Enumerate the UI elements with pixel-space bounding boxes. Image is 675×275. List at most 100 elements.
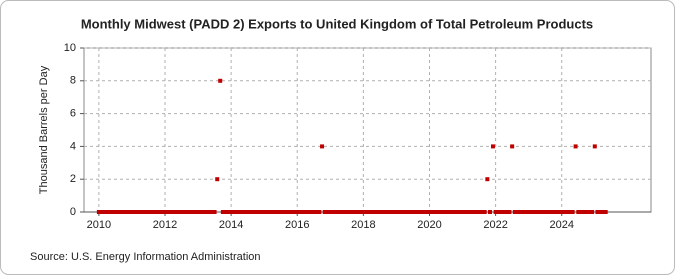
x-tick-label: 2022 (483, 219, 507, 231)
point (306, 210, 311, 214)
point (438, 210, 443, 214)
point (107, 210, 112, 214)
x-tick-label: 2016 (285, 219, 309, 231)
point (328, 210, 333, 214)
point (135, 210, 140, 214)
point (402, 210, 407, 214)
point (350, 210, 355, 214)
point (240, 210, 245, 214)
point (270, 210, 275, 214)
point (570, 210, 575, 214)
point (140, 210, 145, 214)
point (405, 210, 410, 214)
point (518, 210, 523, 214)
point (375, 210, 380, 214)
point (187, 210, 192, 214)
point (127, 210, 132, 214)
point (496, 210, 501, 214)
point (353, 210, 358, 214)
point (466, 210, 471, 214)
point (595, 210, 600, 214)
point (138, 210, 143, 214)
y-tick-label: 2 (70, 173, 76, 185)
point (286, 210, 291, 214)
point (311, 210, 316, 214)
point (441, 210, 446, 214)
point (515, 210, 520, 214)
chart-title: Monthly Midwest (PADD 2) Exports to Unit… (81, 16, 593, 31)
point (154, 210, 159, 214)
point (526, 210, 531, 214)
point (419, 210, 424, 214)
point (322, 210, 327, 214)
point (512, 210, 517, 214)
point (388, 210, 393, 214)
point (171, 210, 176, 214)
point (598, 210, 603, 214)
point (160, 210, 165, 214)
point (129, 210, 134, 214)
point (413, 210, 418, 214)
point (102, 210, 107, 214)
point (245, 210, 250, 214)
point (377, 210, 382, 214)
point (521, 210, 526, 214)
x-tick-label: 2010 (87, 219, 111, 231)
point (416, 210, 421, 214)
point (383, 210, 388, 214)
point (454, 210, 459, 214)
point (543, 210, 548, 214)
point (537, 210, 542, 214)
point (124, 210, 129, 214)
point (471, 210, 476, 214)
point (554, 210, 559, 214)
point (449, 210, 454, 214)
point (510, 144, 515, 149)
point (292, 210, 297, 214)
point (132, 210, 137, 214)
point (400, 210, 405, 214)
point (333, 210, 338, 214)
point (278, 210, 283, 214)
point (386, 210, 391, 214)
point (584, 210, 589, 214)
point (96, 210, 101, 214)
point (435, 210, 440, 214)
point (251, 210, 256, 214)
point (603, 210, 608, 214)
point (237, 210, 242, 214)
point (444, 210, 449, 214)
point (501, 210, 506, 214)
y-axis-label: Thousand Barrels per Day (38, 65, 50, 194)
point (534, 210, 539, 214)
point (590, 210, 595, 214)
point (193, 210, 198, 214)
plot-area (83, 47, 652, 213)
point (446, 210, 451, 214)
point (463, 210, 468, 214)
point (540, 210, 545, 214)
point (477, 210, 482, 214)
point (507, 210, 512, 214)
x-tick-label: 2012 (153, 219, 177, 231)
point (314, 210, 319, 214)
point (364, 210, 369, 214)
point (113, 210, 118, 214)
point (330, 210, 335, 214)
point (573, 144, 578, 149)
point (427, 210, 432, 214)
point (347, 210, 352, 214)
point (457, 210, 462, 214)
point (119, 210, 124, 214)
point (179, 210, 184, 214)
point (259, 210, 264, 214)
y-tick-label: 4 (70, 140, 76, 152)
x-tick-label: 2020 (417, 219, 441, 231)
point (226, 210, 231, 214)
point (394, 210, 399, 214)
point (176, 210, 181, 214)
point (524, 210, 529, 214)
point (165, 210, 170, 214)
